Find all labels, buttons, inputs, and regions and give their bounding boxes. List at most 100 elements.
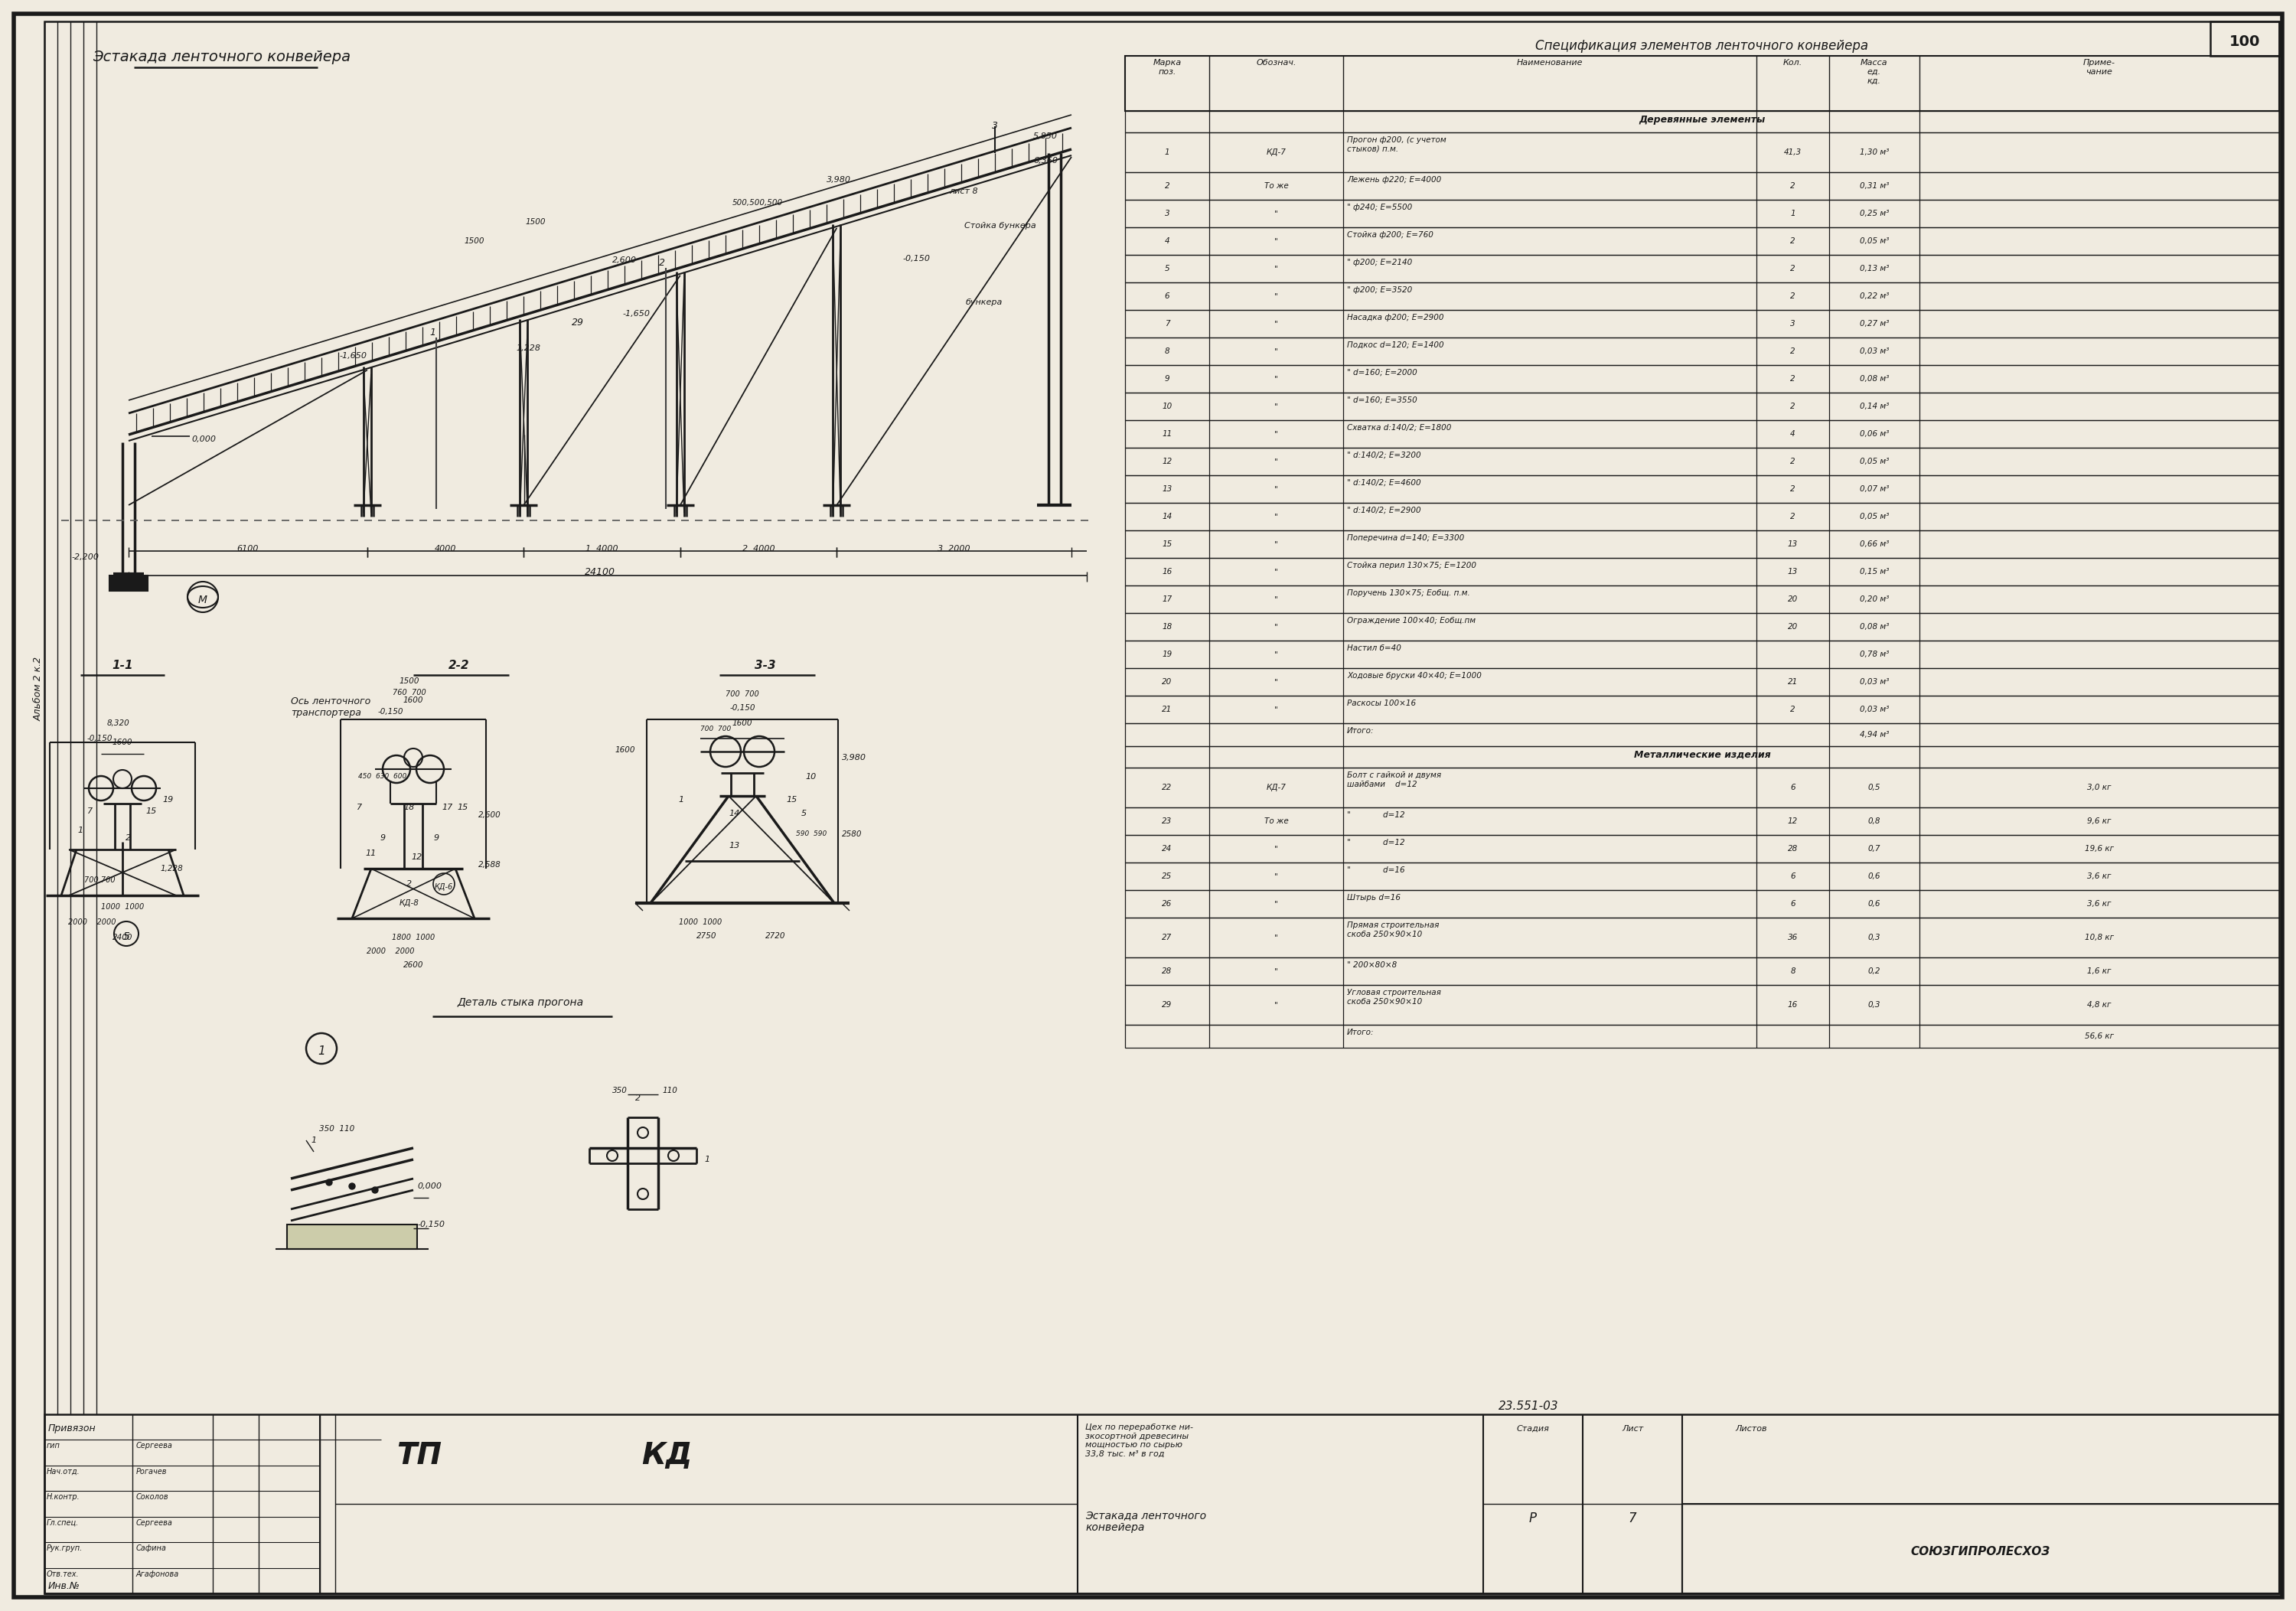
Text: 1: 1 (677, 796, 684, 804)
Text: Марка
поз.: Марка поз. (1153, 60, 1182, 76)
Bar (1125, 282, 2280, 309)
Text: 10: 10 (1162, 403, 1173, 411)
Text: ": " (1274, 375, 1279, 383)
Bar (1125, 56, 2280, 111)
Text: 0,03 м³: 0,03 м³ (1860, 348, 1890, 354)
Text: Приме-
чание: Приме- чание (2082, 60, 2115, 76)
Text: 19,6 кг: 19,6 кг (2085, 844, 2115, 852)
Text: 2: 2 (1791, 375, 1795, 383)
Text: бункера: бункера (967, 298, 1003, 306)
Text: СОЮЗГИПРОЛЕСХОЗ: СОЮЗГИПРОЛЕСХОЗ (1910, 1545, 2050, 1558)
Text: 0,08 м³: 0,08 м³ (1860, 623, 1890, 630)
Text: 700  700: 700 700 (726, 691, 760, 698)
Text: 0,25 м³: 0,25 м³ (1860, 209, 1890, 217)
Text: 1600: 1600 (404, 696, 422, 704)
Text: 6: 6 (1164, 292, 1169, 300)
Text: 0,15 м³: 0,15 м³ (1860, 567, 1890, 575)
Text: Лист: Лист (1621, 1426, 1644, 1432)
Text: 1,228: 1,228 (161, 865, 184, 873)
Text: 0,6: 0,6 (1869, 901, 1880, 907)
Text: 1-1: 1-1 (113, 661, 133, 672)
Text: КД-7: КД-7 (1267, 148, 1286, 156)
Text: 25: 25 (1162, 873, 1173, 880)
Text: 3,980: 3,980 (843, 754, 866, 762)
Text: ": " (1274, 706, 1279, 714)
Text: ": " (1274, 1000, 1279, 1008)
Text: 0,05 м³: 0,05 м³ (1860, 512, 1890, 520)
Text: 2: 2 (659, 258, 666, 267)
Text: ": " (1274, 348, 1279, 354)
Text: 700  700: 700 700 (700, 725, 730, 733)
Text: Насадка ф200; Е=2900: Насадка ф200; Е=2900 (1348, 314, 1444, 322)
Text: 9: 9 (379, 834, 386, 843)
Text: Прямая строительная
скоба 250×90×10: Прямая строительная скоба 250×90×10 (1348, 921, 1440, 938)
Text: 8: 8 (1164, 348, 1169, 354)
Text: " ф240; Е=5500: " ф240; Е=5500 (1348, 203, 1412, 211)
Text: ": " (1274, 237, 1279, 245)
Text: " d:140/2; Е=3200: " d:140/2; Е=3200 (1348, 451, 1421, 459)
Text: Наименование: Наименование (1518, 60, 1582, 66)
Text: 760  700: 760 700 (393, 690, 427, 696)
Text: 9: 9 (1164, 375, 1169, 383)
Text: 3,6 кг: 3,6 кг (2087, 873, 2112, 880)
Text: 16: 16 (1162, 567, 1173, 575)
Text: ": " (1274, 678, 1279, 686)
Text: 1: 1 (429, 327, 436, 338)
Text: 20: 20 (1162, 678, 1173, 686)
Text: " 200×80×8: " 200×80×8 (1348, 962, 1396, 968)
Text: Масса
ед.
кд.: Масса ед. кд. (1860, 60, 1887, 84)
Bar (1125, 807, 2280, 834)
Text: Ось ленточного
транспортера: Ось ленточного транспортера (292, 696, 370, 719)
Text: Стойка ф200; Е=760: Стойка ф200; Е=760 (1348, 230, 1433, 238)
Text: Схватка d:140/2; Е=1800: Схватка d:140/2; Е=1800 (1348, 424, 1451, 432)
Bar (1125, 1025, 2280, 1047)
Text: 18: 18 (1162, 623, 1173, 630)
Text: То же: То же (1265, 182, 1288, 190)
Bar (1125, 111, 2280, 132)
Bar (1125, 366, 2280, 393)
Text: 450  630  600: 450 630 600 (358, 773, 406, 780)
Text: 24: 24 (1162, 844, 1173, 852)
Text: Подкос d=120; Е=1400: Подкос d=120; Е=1400 (1348, 342, 1444, 350)
Bar (1125, 393, 2280, 420)
Text: 2,588: 2,588 (478, 860, 501, 868)
Bar (1125, 503, 2280, 530)
Text: 8: 8 (1791, 967, 1795, 975)
Text: 1: 1 (78, 826, 83, 834)
Bar (1125, 200, 2280, 227)
Text: 1: 1 (705, 1155, 709, 1163)
Text: 13: 13 (1789, 540, 1798, 548)
Bar (1125, 746, 2280, 767)
Text: КД-7: КД-7 (1267, 783, 1286, 791)
Text: КД: КД (641, 1442, 691, 1471)
Text: 15: 15 (147, 807, 156, 815)
Text: 17: 17 (1162, 596, 1173, 603)
Bar (1125, 614, 2280, 641)
Text: лист 8: лист 8 (948, 187, 978, 195)
Bar (1125, 132, 2280, 172)
Text: -1,650: -1,650 (340, 353, 367, 359)
Text: 1,6 кг: 1,6 кг (2087, 967, 2112, 975)
Text: 2: 2 (1791, 292, 1795, 300)
Text: ": " (1274, 844, 1279, 852)
Text: 1500: 1500 (464, 237, 484, 245)
Text: -2,200: -2,200 (71, 553, 99, 561)
Bar (1125, 984, 2280, 1025)
Text: 7: 7 (356, 804, 363, 812)
Text: 0,3: 0,3 (1869, 934, 1880, 941)
Text: 0,22 м³: 0,22 м³ (1860, 292, 1890, 300)
Text: ": " (1274, 901, 1279, 907)
Text: 1: 1 (1164, 148, 1169, 156)
Text: 2720: 2720 (765, 933, 785, 939)
Text: 5,850: 5,850 (1033, 132, 1058, 140)
Text: " ф200; Е=2140: " ф200; Е=2140 (1348, 259, 1412, 266)
Text: 0,000: 0,000 (418, 1182, 441, 1191)
Text: 2: 2 (1791, 706, 1795, 714)
Text: 12: 12 (1162, 458, 1173, 466)
Text: ": " (1274, 873, 1279, 880)
Text: 4: 4 (1791, 430, 1795, 438)
Text: Стадия: Стадия (1518, 1426, 1550, 1432)
Text: ": " (1274, 264, 1279, 272)
Text: 2400: 2400 (113, 934, 133, 941)
Text: 28: 28 (1162, 967, 1173, 975)
